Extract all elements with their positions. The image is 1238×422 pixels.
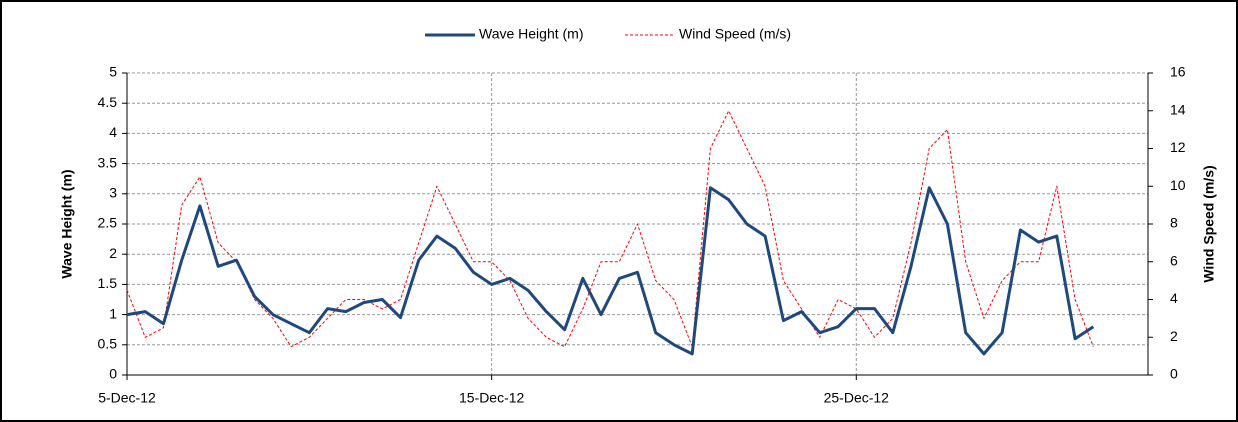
y2-tick-label: 2 [1170,328,1178,344]
y2-tick-label: 14 [1170,101,1186,117]
y2-tick-label: 4 [1170,290,1178,306]
series-line [126,186,1095,356]
y-tick-label: 5 [109,64,117,80]
legend-label: Wave Height (m) [479,26,584,42]
y2-tick-label: 10 [1170,177,1186,193]
y-tick-label: 0.5 [98,336,118,352]
y2-tick-label: 6 [1170,252,1178,268]
x-tick-label: 15-Dec-12 [459,390,525,406]
series-line [126,110,1094,348]
x-tick-label: 5-Dec-12 [98,390,156,406]
y-tick-label: 1 [109,305,117,321]
y-axis-title: Wave Height (m) [59,169,75,278]
y-tick-label: 2 [109,245,117,261]
y2-tick-label: 0 [1170,366,1178,382]
y2-axis-title: Wind Speed (m/s) [1201,165,1217,282]
x-tick-label: 25-Dec-12 [824,390,890,406]
y-tick-label: 1.5 [98,275,118,291]
y-tick-label: 3 [109,185,117,201]
y2-tick-label: 8 [1170,215,1178,231]
y-tick-label: 4.5 [98,94,118,110]
y2-tick-label: 16 [1170,64,1186,80]
y-tick-label: 0 [109,366,117,382]
y-tick-label: 4 [109,124,117,140]
legend-label: Wind Speed (m/s) [679,26,791,42]
y-tick-label: 2.5 [98,215,118,231]
y-tick-label: 3.5 [98,154,118,170]
y2-tick-label: 12 [1170,139,1186,155]
